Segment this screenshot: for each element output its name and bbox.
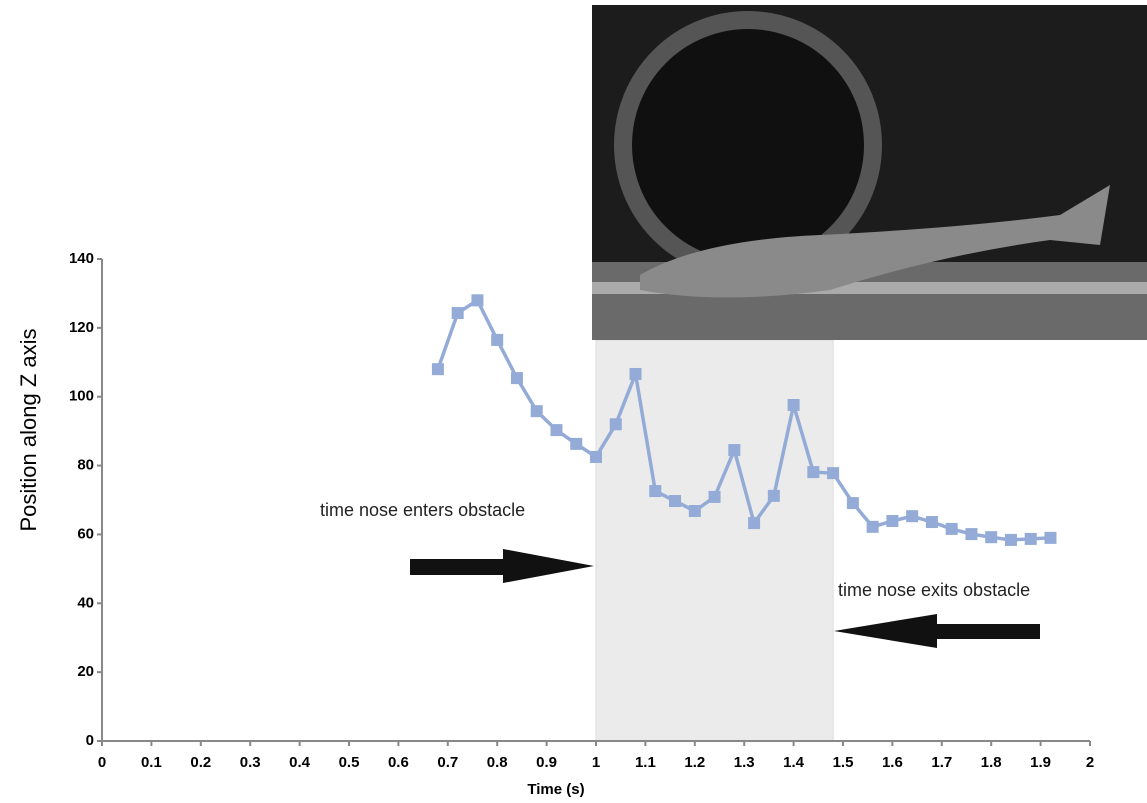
marker <box>530 405 543 418</box>
marker <box>708 490 721 503</box>
y-tick-label: 140 <box>69 250 94 267</box>
x-tick-label: 1.2 <box>684 754 705 771</box>
marker <box>609 418 622 431</box>
x-tick-label: 0.4 <box>289 754 311 771</box>
x-tick-label: 1.9 <box>1030 754 1051 771</box>
marker <box>431 363 444 376</box>
x-tick-label: 0.5 <box>339 754 360 771</box>
x-tick-label: 2 <box>1086 754 1094 771</box>
marker <box>451 307 464 320</box>
marker <box>767 489 780 502</box>
annotation: time nose exits obstacle <box>838 580 1030 600</box>
marker <box>807 466 820 479</box>
marker <box>1024 532 1037 545</box>
x-tick-label: 0.6 <box>388 754 409 771</box>
y-axis-title: Position along Z axis <box>16 329 41 532</box>
marker <box>748 517 761 530</box>
y-tick-label: 40 <box>77 594 94 611</box>
x-tick-label: 1.3 <box>734 754 755 771</box>
marker <box>649 485 662 498</box>
x-tick-label: 1 <box>592 754 600 771</box>
annotation: time nose enters obstacle <box>320 500 525 520</box>
x-tick-label: 1.4 <box>783 754 805 771</box>
x-tick-label: 0.8 <box>487 754 508 771</box>
x-tick-label: 1.8 <box>981 754 1002 771</box>
y-tick-label: 60 <box>77 525 94 542</box>
marker <box>471 294 484 307</box>
marker <box>590 450 602 463</box>
arrow <box>410 549 594 583</box>
x-tick-label: 1.1 <box>635 754 656 771</box>
y-tick-label: 20 <box>77 663 94 680</box>
marker <box>886 515 899 528</box>
marker <box>906 510 919 523</box>
marker <box>985 531 998 544</box>
marker <box>965 528 978 541</box>
marker <box>570 437 583 450</box>
marker <box>550 424 563 437</box>
arrow <box>834 614 1040 648</box>
marker <box>510 372 523 385</box>
marker <box>669 495 682 508</box>
x-tick-label: 0 <box>98 754 106 771</box>
y-tick-label: 0 <box>86 732 94 749</box>
x-tick-label: 0.2 <box>190 754 211 771</box>
marker <box>925 516 938 529</box>
marker <box>846 497 859 510</box>
marker <box>787 398 800 411</box>
x-tick-label: 0.3 <box>240 754 261 771</box>
x-tick-label: 1.6 <box>882 754 903 771</box>
y-tick-label: 100 <box>69 388 94 405</box>
marker <box>688 505 701 518</box>
photo <box>592 5 1147 340</box>
x-tick-label: 1.5 <box>833 754 854 771</box>
y-tick-label: 80 <box>77 457 94 474</box>
marker <box>629 367 642 380</box>
marker <box>866 520 879 533</box>
marker <box>491 333 504 346</box>
marker <box>1004 533 1017 546</box>
x-tick-label: 0.1 <box>141 754 162 771</box>
x-tick-label: 1.7 <box>931 754 952 771</box>
marker <box>1044 531 1057 544</box>
x-axis-title: Time (s) <box>527 781 584 798</box>
marker <box>827 467 840 480</box>
marker <box>945 522 958 535</box>
x-tick-label: 0.7 <box>437 754 458 771</box>
y-tick-label: 120 <box>69 319 94 336</box>
x-tick-label: 0.9 <box>536 754 557 771</box>
marker <box>728 444 741 457</box>
